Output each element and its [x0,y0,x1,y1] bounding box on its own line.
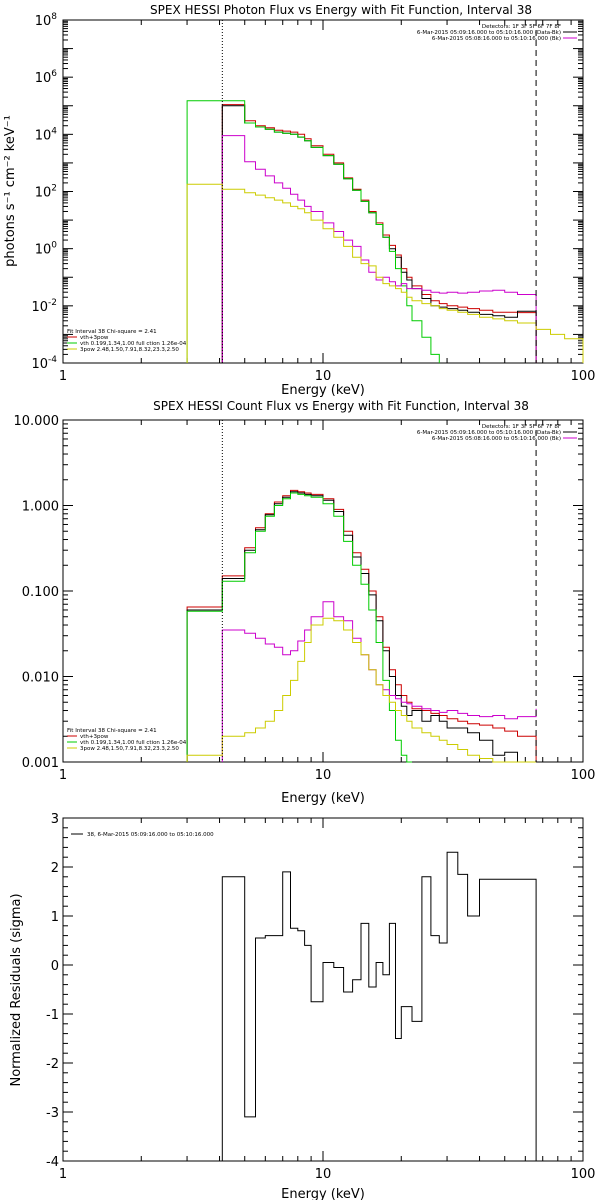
series-line [186,492,412,763]
series-line [221,601,537,762]
legend-entry-text: vth+3pow [80,734,109,740]
x-tick-label: 1 [59,369,67,384]
y-tick-label: 106 [35,69,58,86]
y-axis-label: Normalized Residuals (sigma) [9,893,24,1086]
y-tick-label: 10-2 [31,298,57,315]
y-tick-label: 10.000 [14,414,60,429]
series-line [221,104,537,363]
y-tick-exponent: 0 [51,241,57,251]
x-axis-label: Energy (keV) [281,1187,365,1200]
y-tick-label: -4 [46,1155,59,1170]
legend-top-right: Detectors: 1F 3F 5F 6F 7F 8F6-Mar-2015 0… [417,24,577,42]
y-tick-label: 1.000 [22,500,59,515]
legend-entry-text: 3pow 2.48,1.50,7.91,8.32,23.3,2.50 [80,746,179,752]
x-tick-label: 10 [315,768,332,783]
legend-entry-text: Detectors: 1F 3F 5F 6F 7F 8F [482,24,561,30]
residuals-chart: 1 10 100 -4 -3 -2 -1 0 1 2 3 38, 6-Mar-2015 05:09:… [9,812,595,1200]
reference-lines [221,420,537,762]
y-tick-label: 1 [51,910,59,925]
x-tick-label: 100 [571,369,596,384]
legend-entry-text: 6-Mar-2015 05:09:16.000 to 05:10:16.000 … [417,30,561,36]
legend-entry-text: vth 0.199,1.34,1.00 full ction 1.26e-04 [80,341,187,347]
series-line [221,851,537,1161]
y-tick-base: 10 [35,14,52,29]
series-line [186,489,537,762]
photon-flux-chart: SPEX HESSI Photon Flux vs Energy with Fi… [3,3,595,398]
y-tick-label: 108 [35,12,58,29]
y-tick-base: 10 [35,71,52,86]
count-flux-chart: SPEX HESSI Count Flux vs Energy with Fit… [14,399,596,806]
y-axis-label: photons s⁻¹ cm⁻² keV⁻¹ [3,115,18,267]
y-tick-exponent: 4 [51,126,57,136]
series-line [186,183,584,363]
series-layer [221,851,537,1161]
y-tick-exponent: -2 [48,298,57,308]
series-line [186,491,537,763]
y-tick-label: 0.010 [22,671,59,686]
legend-entry-text: Fit Interval 38 Chi-square = 2.41 [67,329,157,335]
series-layer [186,489,537,763]
legend-entry-text: 3pow 2.48,1.50,7.91,8.32,23.3,2.50 [80,347,179,353]
y-tick-exponent: 8 [51,12,57,22]
legend-entry-text: vth+3pow [80,335,109,341]
x-axis-label: Energy (keV) [281,383,365,398]
plot-frame [62,19,584,364]
axis-ticks: 1 10 100 0.001 0.010 0.100 1.000 10.000 [14,414,596,783]
x-tick-label: 100 [571,1167,596,1182]
legend-bottom-left: Fit Interval 38 Chi-square = 2.41vth+3po… [67,728,187,752]
series-line [221,105,537,363]
legend-entry-text: 6-Mar-2015 05:08:16.000 to 05:10:16.000 … [432,436,561,442]
legend-entry-text: vth 0.199,1.34,1.00 full ction 1.26e-04 [80,740,187,746]
x-tick-label: 1 [59,1167,67,1182]
y-tick-label: 0.001 [22,756,59,771]
y-tick-label: 3 [51,812,59,827]
y-tick-base: 10 [35,243,52,258]
y-tick-label: 0.100 [22,585,59,600]
y-tick-exponent: -4 [48,355,57,365]
y-tick-label: 10-4 [31,355,57,372]
series-line [186,617,537,763]
legend-entry-text: 6-Mar-2015 05:08:16.000 to 05:10:16.000 … [432,36,561,42]
legend-bottom-left: Fit Interval 38 Chi-square = 2.41vth+3po… [67,329,187,353]
y-tick-label: -3 [46,1106,59,1121]
chart-title: SPEX HESSI Count Flux vs Energy with Fit… [153,399,529,413]
series-line [186,100,440,363]
legend-entry-text: Detectors: 1F 3F 5F 6F 7F 8F [482,424,561,430]
legend-entry-text: Fit Interval 38 Chi-square = 2.41 [67,728,157,734]
y-tick-base: 10 [35,186,52,201]
legend-entry-text: 6-Mar-2015 05:09:16.000 to 05:10:16.000 … [417,430,561,436]
plot-frame [62,419,584,763]
y-tick-base: 10 [31,357,48,372]
y-tick-label: -1 [46,1008,59,1023]
y-tick-label: -2 [46,1057,59,1072]
x-tick-label: 10 [315,369,332,384]
axis-ticks: 1 10 100 -4 -3 -2 -1 0 1 2 3 [46,812,595,1182]
x-axis-label: Energy (keV) [281,791,365,806]
y-tick-label: 102 [35,184,57,201]
chart-title: SPEX HESSI Photon Flux vs Energy with Fi… [150,3,532,17]
y-tick-base: 10 [35,128,52,143]
y-tick-exponent: 6 [51,69,57,79]
y-tick-base: 10 [31,300,48,315]
legend-top-left: 38, 6-Mar-2015 05:09:16.000 to 05:10:16.… [71,832,214,838]
legend-entry-text: 38, 6-Mar-2015 05:09:16.000 to 05:10:16.… [87,832,214,838]
y-tick-exponent: 2 [51,184,57,194]
y-tick-label: 104 [35,126,58,143]
legend-top-right: Detectors: 1F 3F 5F 6F 7F 8F6-Mar-2015 0… [417,424,577,442]
x-tick-label: 1 [59,768,67,783]
y-tick-label: 2 [51,861,59,876]
y-tick-label: 100 [35,241,58,258]
series-layer [186,100,584,363]
x-tick-label: 100 [571,768,596,783]
y-tick-label: 0 [51,959,59,974]
series-line [221,135,537,363]
reference-lines [221,20,537,363]
x-tick-label: 10 [315,1167,332,1182]
